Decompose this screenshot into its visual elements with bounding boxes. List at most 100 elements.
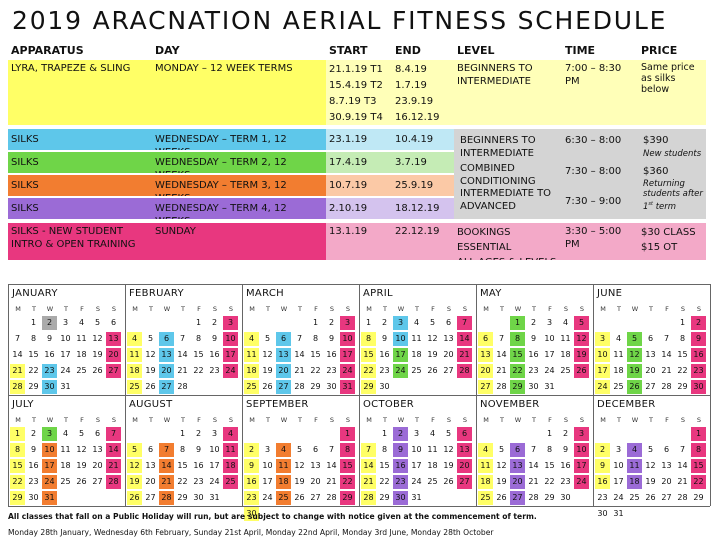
silks-day: WEDNESDAY – TERM 3, 12 WEEKS [152, 175, 326, 196]
day: 9 [211, 334, 218, 343]
day: 11 [76, 334, 87, 343]
day: 12 [443, 445, 454, 454]
day: 20 [645, 366, 656, 375]
day: 17 [574, 459, 589, 473]
day: 18 [427, 461, 438, 470]
day: 9 [46, 334, 53, 343]
day: 5 [498, 445, 505, 454]
weekday-label: S [345, 416, 351, 424]
weekday-label: W [163, 416, 171, 424]
silks-day: WEDNESDAY – TERM 2, 12 WEEKS [152, 152, 326, 173]
day: 10 [60, 334, 71, 343]
day: 15 [379, 461, 390, 470]
day: 4 [127, 332, 142, 346]
silks-time: 6:30 – 8:00 PM [565, 135, 622, 146]
month-june: JUNE M T W T F S S 1 2 3 4 5 6 7 8 9 10 11 12 13 14 15 16 17 18 19… [593, 285, 707, 396]
day: 4 [562, 318, 569, 327]
header-day: DAY [155, 44, 180, 57]
weekday-label: F [80, 305, 84, 313]
day: 2 [328, 318, 335, 327]
day: 17 [42, 459, 57, 473]
weekday-label: T [149, 416, 153, 424]
day: 30 [691, 380, 706, 394]
day: 12 [645, 461, 656, 470]
day: 16 [379, 350, 390, 359]
weekday-label: S [111, 305, 117, 313]
day: 27 [92, 477, 103, 486]
weekday-label: F [548, 305, 552, 313]
day: 31 [613, 509, 624, 518]
day: 31 [340, 380, 355, 394]
day: 6 [510, 443, 525, 457]
day: 26 [627, 380, 642, 394]
day: 24 [574, 475, 589, 489]
day: 17 [393, 348, 408, 362]
day: 23 [42, 364, 57, 378]
day: 12 [127, 459, 142, 473]
day: 6 [457, 427, 472, 441]
day: 27 [145, 493, 156, 502]
weekday-label: S [579, 305, 585, 313]
day: 30 [597, 509, 608, 518]
silks-start: 23.1.19 [326, 129, 392, 150]
silks-details: BEGINNERS TO INTERMEDIATE COMBINED CONDIT… [454, 129, 706, 219]
day: 1 [179, 429, 186, 438]
day: 3 [211, 429, 218, 438]
weekday-label: T [532, 416, 536, 424]
day: 8 [510, 332, 525, 346]
day: 5 [94, 318, 101, 327]
weekday-label: S [95, 305, 101, 313]
weekday-label: S [329, 305, 335, 313]
day: 18 [276, 475, 291, 489]
day: 27 [443, 366, 454, 375]
day: 28 [661, 382, 672, 391]
weekday-label: T [500, 305, 504, 313]
month-name: SEPTEMBER [246, 399, 309, 410]
open-price-class: $30 CLASS [641, 227, 696, 238]
day: 31 [42, 491, 57, 505]
silks-end: 10.4.19 [392, 129, 454, 150]
weekday-label: T [181, 416, 185, 424]
day: 23 [393, 475, 408, 489]
day: 16 [560, 461, 571, 470]
lyra-level: BEGINNERS TO INTERMEDIATE [454, 60, 562, 125]
day: 10 [411, 445, 422, 454]
day: 7 [296, 334, 303, 343]
day: 4 [429, 429, 436, 438]
day: 8 [10, 443, 25, 457]
day: 1 [195, 318, 202, 327]
weekday-label: S [680, 416, 686, 424]
open-end: 22.12.19 [392, 223, 454, 260]
day: 20 [159, 364, 174, 378]
weekday-label: M [483, 305, 489, 313]
day: 30 [244, 507, 259, 521]
weekday-label: F [431, 305, 435, 313]
day: 6 [445, 318, 452, 327]
silks-time: 7:30 – 9:00 PM [565, 196, 622, 207]
weekday-label: W [46, 416, 54, 424]
month-march: MARCH M T W T F S S 1 2 3 4 5 6 7 8 9 10 11 12 13 14 15 16 17 18 1… [242, 285, 356, 396]
day: 2 [195, 429, 202, 438]
day: 19 [145, 366, 156, 375]
day: 24 [544, 366, 555, 375]
day: 12 [427, 334, 438, 343]
day: 16 [244, 475, 259, 489]
silks-day: WEDNESDAY – TERM 4, 12 WEEKS [152, 198, 326, 219]
month-october: OCTOBER M T W T F S S 1 2 3 4 5 6 7 8 9 10 11 12 13 14 15 16 17 1… [359, 396, 473, 507]
day: 3 [546, 318, 553, 327]
weekday-label: M [132, 416, 138, 424]
day: 17 [411, 461, 422, 470]
day: 30 [326, 382, 337, 391]
weekday-label: F [80, 416, 84, 424]
day: 26 [645, 493, 656, 502]
day: 1 [10, 427, 25, 441]
day: 15 [193, 350, 204, 359]
day: 26 [294, 493, 305, 502]
day: 12 [92, 334, 103, 343]
weekday-label: T [32, 416, 36, 424]
weekday-label: T [298, 416, 302, 424]
month-july: JULY M T W T F S S 1 2 3 4 5 6 7 8 9 10 11 12 13 14 15 16 17 18 19… [8, 396, 122, 507]
day: 23 [379, 366, 390, 375]
day: 11 [627, 459, 642, 473]
day: 13 [92, 445, 103, 454]
